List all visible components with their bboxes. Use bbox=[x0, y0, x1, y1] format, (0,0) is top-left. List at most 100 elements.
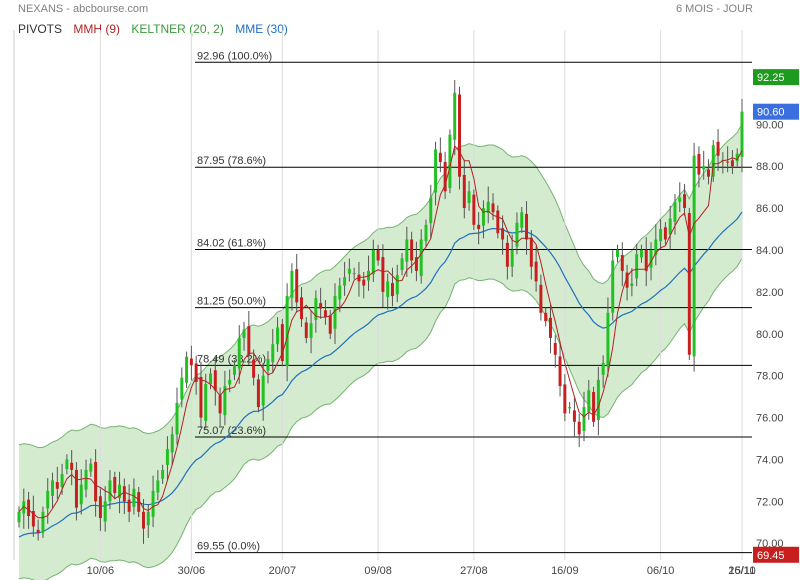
candle bbox=[189, 345, 193, 381]
candle bbox=[644, 237, 648, 287]
candle-body bbox=[400, 258, 404, 271]
candle-body bbox=[46, 490, 50, 509]
candle-body bbox=[89, 463, 93, 472]
candle bbox=[587, 380, 591, 420]
candle-body bbox=[577, 421, 581, 435]
candle-body bbox=[70, 462, 74, 470]
badge-box bbox=[753, 546, 799, 563]
candle-body bbox=[65, 459, 69, 470]
candle bbox=[165, 436, 169, 481]
candle-body bbox=[280, 324, 284, 361]
candle-body bbox=[242, 329, 246, 338]
candle-body bbox=[343, 277, 347, 286]
candle-body bbox=[659, 229, 663, 242]
candle bbox=[170, 426, 174, 466]
candle bbox=[577, 413, 581, 448]
candle-body bbox=[462, 174, 466, 209]
candle bbox=[232, 359, 236, 381]
candle bbox=[702, 150, 706, 180]
candle-body bbox=[472, 194, 476, 225]
candle-body bbox=[55, 482, 59, 489]
candle bbox=[548, 305, 552, 354]
candle-body bbox=[357, 274, 361, 282]
candle-body bbox=[314, 298, 318, 320]
chart-period[interactable]: 6 MOIS - JOUR bbox=[675, 3, 753, 15]
mmh-line bbox=[18, 145, 743, 519]
candle bbox=[683, 183, 687, 216]
candle-body bbox=[438, 152, 442, 162]
candle bbox=[458, 86, 461, 190]
candle-body bbox=[256, 379, 260, 408]
candle bbox=[194, 355, 198, 395]
y-tick-label: 80.00 bbox=[756, 329, 784, 341]
x-tick-label: 26/10 bbox=[728, 565, 756, 577]
legend-mmh[interactable]: MMH (9) bbox=[73, 22, 121, 36]
candle bbox=[328, 310, 332, 339]
y-tick-label: 76.00 bbox=[756, 413, 784, 425]
candle bbox=[31, 495, 35, 537]
badge-label: 92.25 bbox=[757, 72, 785, 84]
candle-body bbox=[572, 410, 576, 422]
candle bbox=[89, 458, 93, 477]
candle-body bbox=[27, 499, 31, 517]
candle bbox=[17, 506, 21, 528]
candle bbox=[223, 370, 227, 426]
legend-mme[interactable]: MME (30) bbox=[235, 22, 288, 36]
candle bbox=[357, 261, 361, 297]
legend-keltner[interactable]: KELTNER (20, 2) bbox=[131, 22, 224, 36]
candle bbox=[692, 142, 696, 372]
candle-body bbox=[592, 391, 596, 422]
candle-body bbox=[529, 237, 533, 267]
candle-body bbox=[410, 239, 414, 261]
candle bbox=[505, 235, 509, 280]
candle-body bbox=[630, 283, 634, 286]
candle bbox=[113, 471, 117, 499]
candle bbox=[309, 310, 313, 354]
candle bbox=[568, 401, 572, 414]
candle-body bbox=[716, 141, 720, 156]
candle bbox=[381, 244, 385, 308]
candle bbox=[616, 244, 619, 263]
candle-body bbox=[237, 337, 241, 369]
candle-body bbox=[414, 257, 418, 271]
candle bbox=[98, 488, 102, 531]
fib-label-4: 78.49 (38.2%) bbox=[197, 353, 266, 365]
candle-body bbox=[620, 254, 624, 271]
badge-box bbox=[753, 103, 799, 120]
candle bbox=[477, 212, 481, 245]
candle bbox=[405, 226, 409, 277]
candle-body bbox=[223, 386, 227, 416]
legend-pivots[interactable]: PIVOTS bbox=[18, 22, 63, 36]
candle-body bbox=[295, 269, 299, 303]
price-badge-last: 90.60 bbox=[753, 103, 799, 120]
candle bbox=[438, 137, 442, 173]
candle bbox=[553, 335, 557, 368]
indicator-legend: PIVOTS MMH (9) KELTNER (20, 2) MME (30) bbox=[18, 22, 296, 36]
candle bbox=[127, 484, 131, 523]
x-axis: 10/06 30/06 20/07 09/08 27/08 16/09 06/10 26/10… bbox=[87, 565, 756, 577]
candle-body bbox=[726, 161, 730, 163]
candle-body bbox=[740, 111, 744, 157]
candle-body bbox=[390, 283, 394, 297]
candle-body bbox=[706, 169, 710, 177]
candle bbox=[142, 499, 145, 544]
candle-body bbox=[142, 511, 145, 529]
candle bbox=[323, 300, 327, 325]
candle-body bbox=[323, 310, 327, 317]
candle bbox=[424, 219, 428, 247]
candle bbox=[668, 205, 672, 250]
candle bbox=[558, 341, 562, 397]
candle bbox=[36, 519, 40, 541]
candle bbox=[242, 321, 246, 351]
candle-body bbox=[36, 529, 40, 533]
candle bbox=[252, 349, 256, 386]
candle-body bbox=[347, 268, 351, 274]
candle-body bbox=[51, 480, 55, 496]
x-tick-label: 10/06 bbox=[87, 565, 115, 577]
candle-body bbox=[218, 395, 222, 414]
candle bbox=[611, 250, 615, 321]
candle-body bbox=[261, 375, 265, 406]
candle-body bbox=[692, 155, 696, 357]
candle-body bbox=[362, 279, 366, 286]
